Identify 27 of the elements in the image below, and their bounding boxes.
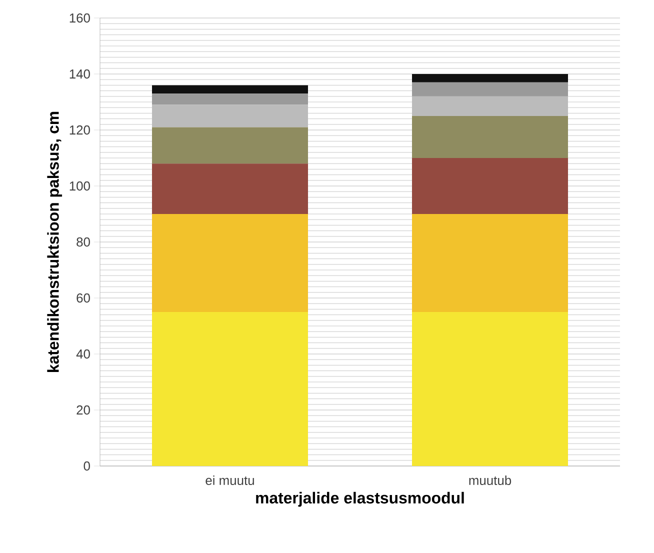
x-tick-label: muutub: [469, 476, 512, 486]
bar: [412, 214, 568, 312]
bar: [412, 74, 568, 82]
y-tick-label: 40: [76, 349, 90, 359]
y-tick-label: 80: [76, 237, 90, 247]
x-axis-title: materjalide elastsusmoodul: [256, 492, 464, 507]
y-tick-label: 0: [84, 461, 90, 471]
bar: [152, 312, 308, 466]
y-axis-title: katendikonstruktsioon paksus, cm: [47, 112, 62, 372]
bar: [152, 94, 308, 105]
y-tick-label: 100: [70, 181, 90, 191]
x-tick-label: ei muutu: [206, 476, 254, 486]
y-tick-label: 20: [76, 405, 90, 415]
y-tick-label: 140: [70, 69, 90, 79]
bar: [412, 312, 568, 466]
bar: [412, 158, 568, 214]
bar: [412, 96, 568, 116]
bar: [152, 164, 308, 214]
bar: [412, 82, 568, 96]
bar: [152, 85, 308, 94]
bar: [152, 214, 308, 312]
bar: [412, 116, 568, 158]
bar: [152, 104, 308, 128]
y-tick-label: 120: [70, 125, 90, 135]
bar: [152, 127, 308, 164]
y-tick-label: 60: [76, 293, 90, 303]
y-tick-label: 160: [70, 13, 90, 23]
